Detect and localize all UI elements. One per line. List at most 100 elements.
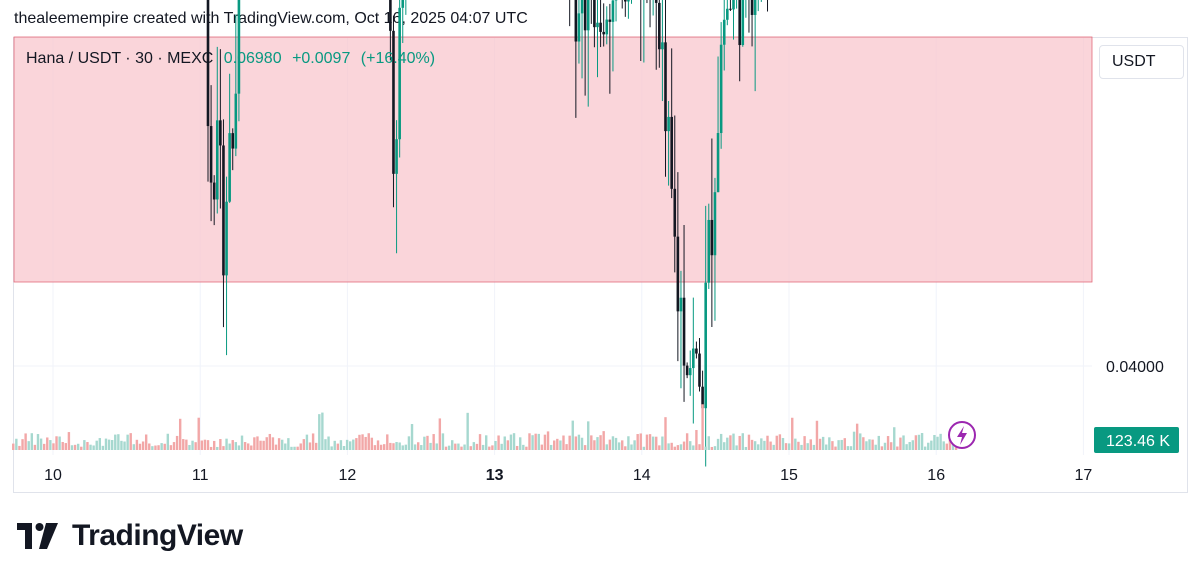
- volume-bar: [815, 420, 819, 450]
- volume-bar: [302, 439, 306, 450]
- volume-bar: [454, 443, 457, 450]
- volume-bar: [939, 433, 942, 450]
- volume-bar: [531, 435, 534, 450]
- candle-body: [685, 365, 689, 376]
- volume-bar: [83, 440, 86, 450]
- volume-bar: [246, 443, 250, 450]
- volume-bar: [905, 444, 908, 450]
- volume-bar: [104, 438, 108, 450]
- volume-bar: [413, 444, 417, 450]
- volume-bar: [299, 443, 302, 450]
- candle-body: [661, 42, 664, 50]
- volume-bar: [497, 435, 500, 450]
- volume-bar: [135, 439, 139, 450]
- volume-bar: [738, 435, 741, 450]
- volume-bar: [314, 442, 318, 450]
- volume-bar: [481, 444, 485, 450]
- volume-bar: [886, 436, 890, 450]
- volume-bar: [679, 444, 683, 450]
- price-change-percent: (+16.40%): [360, 50, 436, 67]
- volume-bar: [945, 443, 948, 450]
- volume-bar: [417, 442, 420, 450]
- volume-bar: [203, 439, 207, 450]
- volume-bar: [543, 434, 547, 450]
- volume-bar: [166, 433, 170, 450]
- volume-bar: [883, 442, 887, 450]
- volume-bar: [395, 442, 398, 450]
- volume-bar: [160, 443, 163, 450]
- volume-badge: [1094, 427, 1179, 453]
- volume-bar: [178, 418, 182, 450]
- volume-bar: [491, 445, 494, 450]
- volume-bar: [256, 436, 259, 450]
- volume-bar: [889, 442, 893, 450]
- volume-bar: [852, 431, 856, 450]
- volume-bar: [859, 433, 862, 450]
- candle-body: [237, 0, 241, 94]
- volume-bar: [451, 440, 454, 450]
- volume-bar: [39, 438, 43, 450]
- candle-body: [574, 0, 578, 42]
- volume-bar: [432, 434, 435, 450]
- candle-body: [228, 133, 231, 202]
- volume-bar: [655, 436, 658, 450]
- volume-bar: [52, 443, 55, 450]
- volume-bar: [438, 418, 442, 450]
- volume-bar: [271, 437, 275, 450]
- volume-bar: [923, 446, 927, 450]
- currency-button[interactable]: USDT: [1099, 45, 1184, 79]
- volume-bar: [515, 445, 519, 450]
- volume-bar: [46, 437, 49, 450]
- volume-bar: [648, 434, 652, 450]
- candle-body: [577, 13, 581, 42]
- candle-body: [710, 219, 714, 256]
- volume-bar: [284, 443, 287, 450]
- volume-bar: [682, 441, 686, 450]
- candle-body: [234, 93, 238, 149]
- volume-bar: [914, 435, 918, 450]
- last-price: 0.06980: [223, 50, 282, 67]
- volume-bar: [645, 434, 649, 450]
- volume-bar: [290, 446, 293, 450]
- volume-bar: [760, 438, 763, 450]
- volume-bar: [163, 443, 166, 450]
- volume-bar: [280, 439, 284, 450]
- candle-body: [209, 126, 213, 183]
- volume-bar: [120, 440, 123, 450]
- volume-bar: [194, 442, 197, 450]
- tradingview-logo: TradingView: [16, 519, 243, 553]
- volume-bar: [339, 440, 343, 450]
- volume-bar: [902, 435, 905, 450]
- volume-bar: [42, 443, 46, 450]
- volume-bar: [605, 444, 608, 450]
- volume-bar: [624, 446, 627, 450]
- candle-body: [722, 19, 726, 45]
- volume-bar: [692, 445, 695, 450]
- time-axis-label: 13: [486, 467, 504, 484]
- candle-body: [222, 145, 225, 276]
- volume-bar: [710, 446, 714, 450]
- volume-bar: [831, 441, 834, 450]
- volume-bar: [818, 438, 822, 450]
- volume-bar: [781, 437, 785, 450]
- candle-body: [667, 116, 670, 132]
- price-axis-label: 0.04000: [1106, 359, 1164, 376]
- volume-bar: [828, 437, 831, 450]
- volume-bar: [868, 439, 871, 450]
- volume-bar: [61, 441, 64, 450]
- volume-bar: [927, 442, 930, 450]
- volume-bar: [707, 436, 710, 450]
- volume-bar: [621, 440, 624, 450]
- candle-body: [580, 0, 584, 14]
- volume-bar: [49, 440, 52, 450]
- volume-bar: [611, 436, 615, 450]
- volume-bar: [704, 446, 707, 450]
- time-axis-label: 10: [44, 467, 62, 484]
- volume-bar: [33, 444, 37, 450]
- volume-bar: [744, 446, 748, 450]
- volume-bar: [509, 434, 513, 450]
- volume-bar: [933, 435, 936, 450]
- candle-body: [602, 31, 605, 35]
- candle-body: [679, 297, 683, 312]
